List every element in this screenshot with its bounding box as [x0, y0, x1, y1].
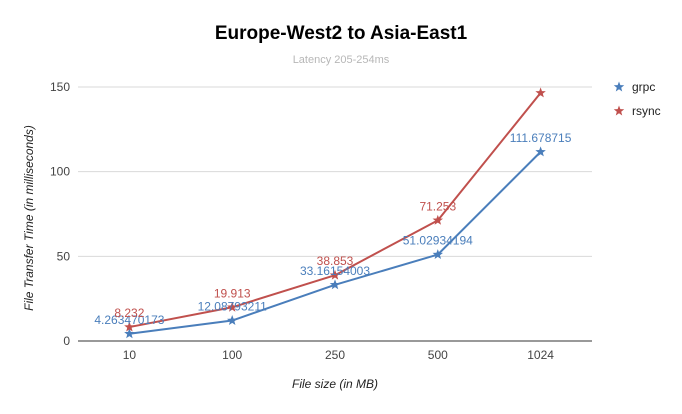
rsync-point	[432, 214, 444, 225]
rsync-data-label: 8.232	[114, 306, 144, 320]
rsync-point	[124, 321, 135, 332]
grpc-point	[124, 328, 135, 339]
grpc-series-line	[129, 151, 542, 335]
grpc-point	[535, 146, 546, 157]
grpc-point	[432, 249, 444, 260]
grpc-data-label: 12.08793211	[198, 300, 268, 314]
legend: grpc rsync	[613, 80, 661, 118]
x-tick-label: 500	[428, 348, 448, 362]
x-axis-ticks: 10 100 250 500 1024	[123, 348, 555, 362]
rsync-series-line	[129, 92, 542, 329]
x-axis-label: File size (in MB)	[292, 377, 378, 391]
y-tick-label: 50	[57, 249, 71, 263]
x-tick-label: 100	[222, 348, 242, 362]
x-tick-label: 10	[123, 348, 137, 362]
y-tick-label: 100	[50, 165, 70, 179]
x-tick-label: 1024	[527, 348, 554, 362]
grpc-legend-marker	[613, 81, 625, 92]
y-tick-label: 150	[50, 80, 70, 94]
grpc-data-label: 4.263470173	[94, 313, 164, 327]
grpc-point	[329, 279, 341, 290]
rsync-point	[226, 301, 238, 312]
y-axis-ticks: 0 50 100 150	[50, 80, 70, 348]
data-labels: 4.263470173 12.08793211 33.16154003 51.0293…	[94, 131, 571, 327]
series-layer	[124, 87, 546, 339]
x-tick-label: 250	[325, 348, 345, 362]
grpc-data-label: 33.16154003	[300, 264, 370, 278]
rsync-data-label: 38.853	[317, 254, 354, 268]
rsync-data-label: 71.253	[419, 199, 456, 213]
y-tick-label: 0	[63, 334, 70, 348]
y-axis-label: File Transfer Time (in milliseconds)	[22, 125, 36, 311]
rsync-data-label: 19.913	[214, 286, 251, 300]
gridlines	[78, 86, 592, 342]
rsync-point	[535, 87, 546, 98]
rsync-legend-label: rsync	[632, 104, 661, 118]
grpc-data-label: 111.678715	[510, 131, 572, 145]
chart-subtitle: Latency 205-254ms	[293, 54, 390, 66]
grpc-data-label: 51.02934194	[403, 234, 473, 248]
grpc-point	[226, 315, 238, 325]
grpc-legend-label: grpc	[632, 80, 655, 94]
rsync-point	[329, 269, 341, 280]
rsync-legend-marker	[613, 105, 625, 116]
chart-title: Europe-West2 to Asia-East1	[215, 23, 468, 44]
